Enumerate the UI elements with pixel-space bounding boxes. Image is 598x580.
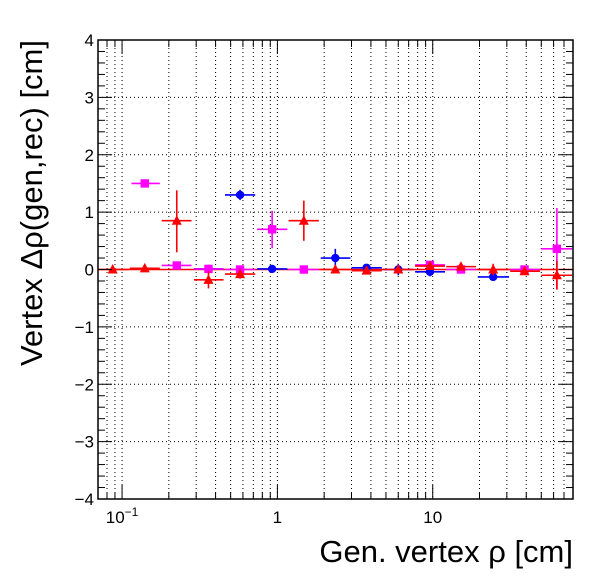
triangle-marker [424,260,435,271]
square-marker [140,179,149,188]
square-marker [299,265,309,274]
circle-marker [267,264,277,274]
data-point [320,248,351,267]
grid-layer [97,39,574,500]
data-point [193,264,224,274]
triangle-marker [361,265,372,275]
data-point [131,179,160,188]
data-point [193,271,224,289]
square-marker [267,225,277,234]
data-point [161,190,192,253]
x-tick-label: 10 [423,508,442,527]
triangle-marker [330,264,341,274]
triangle-marker [298,215,309,225]
data-point [257,210,288,249]
x-tick-label: 10−1 [106,505,139,527]
triangle-marker [455,261,466,271]
y-axis-title: Vertex Δρ(gen,rec) [cm] [14,40,49,366]
data-point [541,260,573,290]
y-tick-label: −4 [75,490,94,509]
data-point [288,200,319,241]
triangle-marker [488,264,499,274]
square-marker [552,244,562,254]
circle-marker [331,253,340,263]
x-axis-title: Gen. vertex ρ [cm] [319,534,573,569]
data-point [225,189,256,201]
triangle-marker [235,268,246,279]
circle-marker [235,190,245,200]
data-point [351,265,382,275]
triangle-marker [393,264,404,274]
series-square [131,179,573,290]
y-tick-label: −3 [75,433,94,452]
square-marker [204,264,213,274]
y-tick-label: 4 [85,31,94,50]
tick-layer [97,39,574,500]
y-tick-label: 2 [85,146,94,165]
data-point [257,264,288,274]
data-layer [98,179,573,290]
triangle-marker [203,274,214,284]
data-point [129,262,160,273]
data-point [510,265,540,276]
y-tick-label: −2 [75,375,94,394]
data-point [446,261,477,271]
triangle-marker [519,265,530,276]
y-tick-label: −1 [75,318,94,337]
data-point [415,260,446,271]
y-tick-label: 0 [85,261,94,280]
data-point [320,264,351,274]
data-point [161,261,192,270]
data-point [288,265,319,274]
y-tick-label: 1 [85,203,94,222]
data-point [98,264,129,274]
triangle-marker [551,269,562,280]
y-tick-label: 3 [85,88,94,107]
triangle-marker [139,262,150,273]
data-point [225,268,256,279]
circle-marker [488,272,498,282]
square-marker [172,261,181,270]
data-point [383,264,414,274]
data-point [477,272,510,282]
data-point [477,263,510,276]
x-tick-label: 1 [273,508,282,527]
triangle-marker [171,215,182,225]
series-triangle [98,190,573,290]
triangle-marker [107,264,118,274]
